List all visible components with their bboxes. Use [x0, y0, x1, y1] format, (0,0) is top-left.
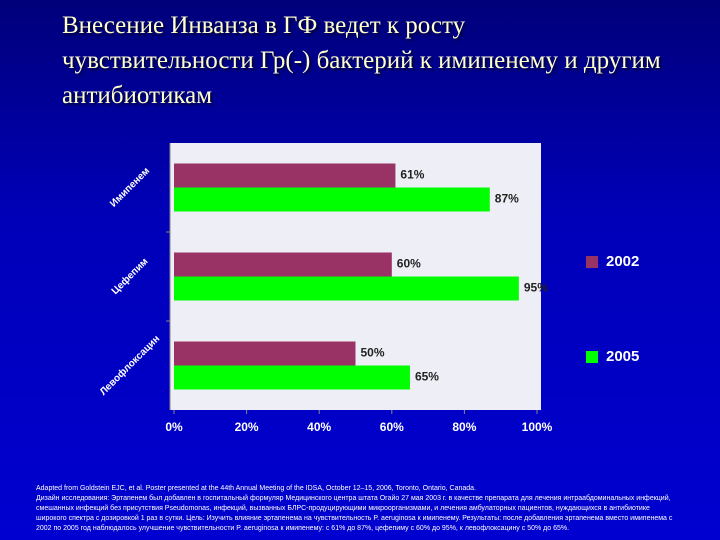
bar — [174, 365, 410, 390]
x-tick-label: 20% — [235, 420, 259, 434]
x-tick-label: 100% — [522, 420, 553, 434]
footnote-line: Дизайн исследования: Эртапенем был добав… — [36, 495, 673, 532]
footnote-line: Adapted from Goldstein EJC, et al. Poste… — [36, 485, 476, 492]
bar — [174, 252, 392, 277]
bar-value-label: 61% — [400, 168, 424, 182]
bar — [174, 163, 396, 188]
y-tick-label: Цефепим — [109, 255, 151, 297]
bar — [174, 187, 490, 212]
y-tick-label: Имипенем — [108, 166, 152, 210]
bar-value-label: 87% — [495, 192, 519, 206]
bar — [174, 276, 519, 301]
legend-swatch — [586, 256, 598, 268]
bar-value-label: 65% — [415, 370, 439, 384]
bar-value-label: 50% — [361, 346, 385, 360]
x-tick-label: 80% — [452, 420, 476, 434]
x-tick-label: 60% — [380, 420, 404, 434]
slide-title: Внесение Инванза в ГФ ведет к росту чувс… — [62, 12, 661, 109]
x-tick-label: 0% — [165, 420, 183, 434]
bar-value-label: 60% — [397, 257, 421, 271]
legend-label: 2005 — [606, 348, 639, 365]
x-tick-label: 40% — [307, 420, 331, 434]
y-tick-label: Левофлоксацин — [97, 333, 162, 398]
footnote: Adapted from Goldstein EJC, et al. Poste… — [36, 484, 676, 534]
bar — [174, 341, 356, 366]
bar-value-label: 95% — [524, 281, 548, 295]
legend-swatch — [586, 351, 598, 363]
legend-label: 2002 — [606, 253, 639, 270]
